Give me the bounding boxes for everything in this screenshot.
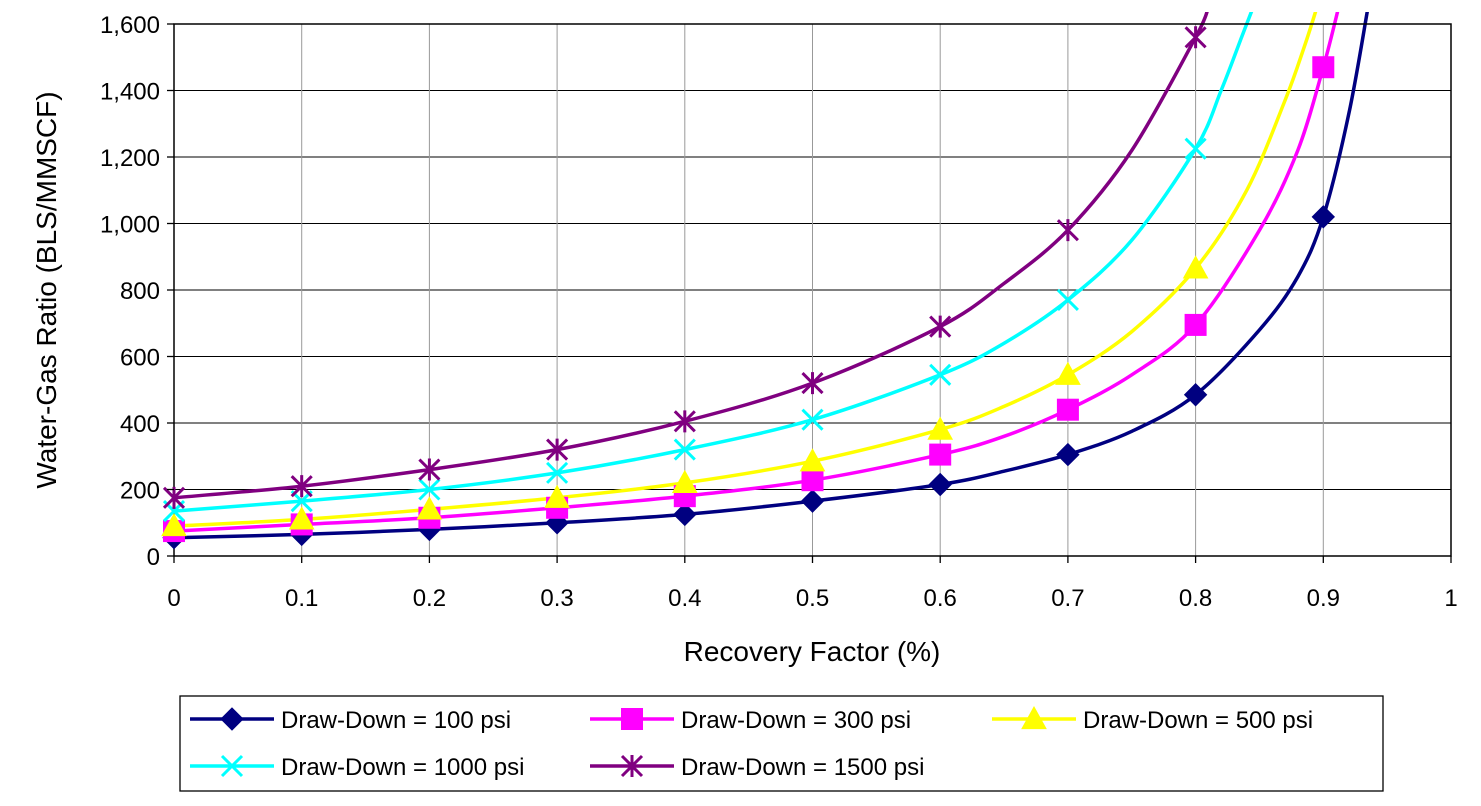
y-tick-label: 600 bbox=[120, 345, 160, 372]
data-point-series-4 bbox=[673, 438, 696, 461]
data-point-series-1 bbox=[673, 502, 697, 527]
x-tick-label: 0 bbox=[167, 585, 180, 612]
legend-item-4: Draw-Down = 1000 psi bbox=[190, 754, 524, 781]
data-point-series-5 bbox=[1056, 219, 1079, 242]
legend-item-5: Draw-Down = 1500 psi bbox=[590, 754, 924, 781]
y-tick-label: 1,000 bbox=[100, 212, 160, 239]
data-point-series-2 bbox=[929, 443, 952, 466]
data-point-series-4 bbox=[929, 363, 952, 386]
x-tick-label: 0.9 bbox=[1307, 585, 1340, 612]
series-line-3 bbox=[174, 12, 1318, 528]
series-line-2 bbox=[174, 12, 1340, 533]
data-point-series-3 bbox=[671, 469, 698, 493]
data-point-series-2 bbox=[1312, 56, 1335, 79]
legend-marker bbox=[620, 754, 644, 778]
x-tick-label: 0.1 bbox=[285, 585, 318, 612]
data-point-series-2 bbox=[801, 469, 824, 492]
legend-label: Draw-Down = 300 psi bbox=[681, 707, 911, 734]
data-point-series-4 bbox=[418, 478, 441, 501]
data-point-series-3 bbox=[1055, 361, 1081, 385]
y-axis-title: Water-Gas Ratio (BLS/MMSCF) bbox=[31, 91, 62, 488]
data-point-series-5 bbox=[929, 315, 952, 338]
data-point-series-5 bbox=[290, 475, 313, 498]
x-tick-label: 0.2 bbox=[413, 585, 446, 612]
x-tick-label: 0.8 bbox=[1179, 585, 1212, 612]
y-tick-label: 400 bbox=[120, 411, 160, 438]
y-tick-label: 0 bbox=[147, 544, 160, 571]
axes: 0 200 400 600 800 1,000 1,200 1,400 1,600 0 0.1 0.2… bbox=[100, 12, 1458, 612]
data-point-series-4 bbox=[1056, 288, 1079, 312]
legend-label: Draw-Down = 1500 psi bbox=[681, 754, 924, 781]
data-point-series-2 bbox=[1056, 398, 1079, 421]
legend-marker bbox=[621, 708, 643, 730]
data-point-series-3 bbox=[288, 506, 315, 530]
data-point-series-3 bbox=[544, 484, 570, 508]
data-point-series-5 bbox=[418, 458, 441, 481]
legend: Draw-Down = 100 psi Draw-Down = 300 psi Dr… bbox=[179, 695, 1384, 792]
data-point-series-3 bbox=[416, 496, 443, 520]
data-point-series-4 bbox=[801, 408, 824, 431]
data-point-series-1 bbox=[1311, 205, 1336, 229]
y-tick-label: 1,400 bbox=[100, 79, 160, 106]
x-tick-label: 0.6 bbox=[924, 585, 957, 612]
y-tick-label: 200 bbox=[120, 478, 160, 505]
legend-marker bbox=[1021, 705, 1047, 730]
x-tick-label: 0.7 bbox=[1051, 585, 1084, 612]
series-line-4 bbox=[174, 12, 1254, 513]
data-point-series-3 bbox=[161, 513, 187, 537]
legend-marker bbox=[220, 707, 244, 731]
y-tick-label: 1,600 bbox=[100, 12, 160, 39]
series-line-1 bbox=[174, 12, 1369, 540]
legend-item-2: Draw-Down = 300 psi bbox=[590, 707, 911, 734]
legend-item-3: Draw-Down = 500 psi bbox=[992, 705, 1313, 734]
data-point-series-5 bbox=[673, 410, 696, 433]
legend-box bbox=[179, 695, 1384, 792]
legend-label: Draw-Down = 500 psi bbox=[1083, 707, 1313, 734]
data-point-series-3 bbox=[927, 416, 954, 440]
legend-label: Draw-Down = 1000 psi bbox=[281, 754, 524, 781]
series-line-5 bbox=[174, 12, 1209, 500]
x-axis-title: Recovery Factor (%) bbox=[684, 636, 941, 667]
data-point-series-5 bbox=[1184, 26, 1207, 49]
data-point-series-4 bbox=[546, 461, 569, 484]
y-tick-label: 1,200 bbox=[100, 145, 160, 172]
data-point-series-4 bbox=[1184, 137, 1207, 160]
data-point-series-1 bbox=[928, 472, 952, 497]
x-tick-label: 0.5 bbox=[796, 585, 829, 612]
data-point-series-2 bbox=[1184, 313, 1207, 336]
data-point-series-1 bbox=[800, 489, 825, 513]
data-point-series-5 bbox=[801, 372, 824, 395]
data-point-series-3 bbox=[799, 448, 826, 472]
data-point-series-1 bbox=[1183, 383, 1208, 407]
y-tick-label: 800 bbox=[120, 278, 160, 305]
x-tick-label: 1 bbox=[1444, 585, 1457, 612]
legend-marker bbox=[220, 754, 244, 778]
data-point-series-3 bbox=[1182, 255, 1209, 279]
series-markers bbox=[161, 26, 1336, 550]
x-tick-label: 0.3 bbox=[540, 585, 573, 612]
data-point-series-1 bbox=[1056, 442, 1080, 467]
data-point-series-5 bbox=[546, 438, 569, 461]
legend-item-1: Draw-Down = 100 psi bbox=[190, 707, 511, 734]
x-tick-label: 0.4 bbox=[668, 585, 701, 612]
legend-label: Draw-Down = 100 psi bbox=[281, 707, 511, 734]
grid bbox=[174, 23, 1451, 556]
data-point-series-5 bbox=[162, 486, 186, 509]
